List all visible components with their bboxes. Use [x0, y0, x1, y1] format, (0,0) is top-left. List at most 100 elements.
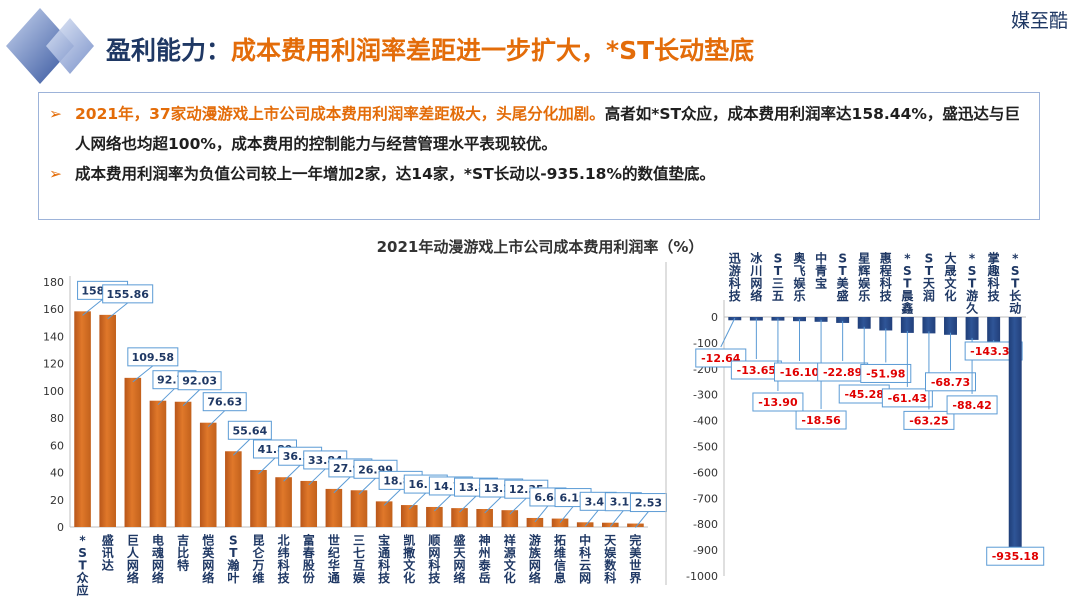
- label-leader-line: [459, 495, 477, 513]
- y-tick-label: 120: [43, 358, 64, 371]
- axis-label-char: 掌: [988, 251, 1000, 266]
- axis-label-char: 撒: [403, 545, 416, 560]
- axis-label-char: 网: [428, 546, 440, 560]
- bar: [551, 518, 569, 527]
- axis-label-char: 魂: [152, 545, 164, 560]
- bar: [426, 506, 443, 527]
- axis-label-char: 趣: [987, 263, 1001, 278]
- axis-label-char: 科: [428, 558, 440, 573]
- y-tick-label: 100: [43, 385, 64, 398]
- data-label-box: [881, 388, 933, 408]
- axis-label-char: 富: [303, 533, 315, 548]
- bar: [74, 311, 91, 527]
- data-label-box: [102, 284, 154, 304]
- data-label: -88.42: [952, 399, 991, 412]
- axis-label-char: 鑫: [900, 301, 913, 316]
- axis-label-char: 仑: [252, 545, 265, 560]
- bar: [526, 517, 544, 527]
- label-leader-line: [82, 298, 103, 316]
- axis-label-char: 络: [127, 570, 139, 585]
- y-tick-label: -500: [693, 441, 718, 454]
- x-tick-label: 吉比特: [177, 533, 189, 573]
- data-label-box: [752, 392, 804, 412]
- axis-label-char: 纪: [328, 545, 340, 560]
- axis-label-char: 技: [729, 288, 742, 303]
- axis-label-char: 技: [428, 570, 441, 585]
- axis-label-char: 美: [629, 545, 642, 560]
- axis-label-char: 瀚: [227, 558, 239, 573]
- bar: [300, 480, 318, 527]
- axis-label-char: 科: [880, 276, 892, 291]
- logo-diamond-icon: [6, 8, 94, 84]
- axis-label-char: 盛: [837, 288, 849, 303]
- bar: [793, 317, 806, 322]
- label-leader-line: [333, 476, 351, 494]
- y-tick-label: 40: [50, 467, 64, 480]
- axis-label-char: 技: [880, 288, 893, 303]
- axis-label-char: 科: [278, 558, 290, 573]
- data-label: -16.10: [780, 366, 820, 379]
- data-label-box: [227, 420, 272, 440]
- axis-label-char: 科: [604, 570, 616, 585]
- axis-label-char: *: [79, 534, 86, 548]
- axis-label-char: 祥: [504, 533, 516, 548]
- axis-label-char: 星: [858, 252, 870, 266]
- axis-label-char: T: [229, 546, 238, 560]
- label-leader-line: [434, 494, 452, 512]
- label-leader-line: [207, 410, 226, 428]
- data-label: 92.03: [182, 375, 217, 388]
- axis-label-char: 飞: [793, 264, 805, 278]
- y-tick-label: 140: [43, 330, 64, 343]
- axis-label-char: 天: [454, 546, 467, 560]
- label-leader-line: [308, 468, 326, 486]
- bar: [501, 510, 519, 527]
- axis-label-char: 文: [403, 558, 416, 573]
- label-leader-line: [559, 506, 574, 523]
- axis-label-char: 娱: [858, 277, 871, 291]
- axis-label-char: T: [925, 264, 934, 278]
- axis-label-char: 络: [152, 570, 164, 585]
- y-tick-label: 60: [50, 439, 64, 452]
- axis-label-char: 完: [629, 533, 641, 548]
- bar: [965, 317, 979, 340]
- axis-label-char: 英: [202, 545, 215, 560]
- label-leader-line: [383, 489, 401, 506]
- label-leader-line: [484, 496, 502, 514]
- axis-label-char: 讯: [102, 546, 114, 560]
- axis-label-char: S: [1011, 264, 1020, 278]
- axis-label-char: 游: [729, 263, 741, 278]
- y-tick-label: -300: [693, 389, 718, 402]
- bar: [602, 522, 619, 527]
- chart-title: 2021年动漫游戏上市公司成本费用利润率（%）: [376, 238, 704, 256]
- bar: [900, 317, 914, 333]
- data-label-box: [202, 392, 247, 412]
- x-tick-label: 中青宝: [815, 251, 827, 291]
- axis-label-char: 化: [403, 570, 415, 585]
- bar: [451, 508, 468, 527]
- data-label: -18.56: [801, 414, 841, 427]
- axis-label-char: 比: [177, 545, 189, 560]
- data-label-box: [795, 410, 847, 430]
- bar: [1008, 317, 1022, 560]
- x-tick-label: *ST众应: [77, 534, 90, 598]
- label-leader-line: [182, 389, 200, 407]
- axis-label-char: 北: [278, 533, 290, 548]
- axis-label-char: 技: [988, 288, 1001, 303]
- axis-label-char: 华: [328, 558, 340, 573]
- label-leader-line: [635, 511, 649, 528]
- label-leader-line: [609, 510, 624, 528]
- bar: [944, 317, 957, 335]
- axis-label-char: 信: [554, 558, 566, 573]
- bar: [350, 490, 368, 527]
- bullet-text: 成本费用利润率为负值公司较上一年增加2家，达14家，*ST长动以-935.18%…: [75, 159, 715, 189]
- y-tick-label: 180: [43, 276, 64, 289]
